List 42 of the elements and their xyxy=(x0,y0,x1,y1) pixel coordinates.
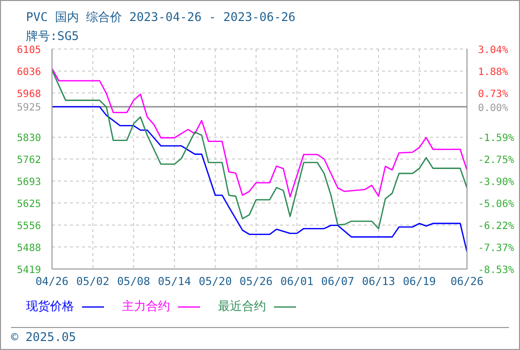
y-tick-label: 5830 xyxy=(16,133,41,144)
x-tick-label: 06/01 xyxy=(280,274,314,288)
chart-title: PVC 国内 综合价 2023-04-26 - 2023-06-26 xyxy=(26,9,296,26)
y-tick-label: 5968 xyxy=(16,88,41,100)
y2-tick-label: 3.04% xyxy=(478,45,508,56)
line-series xyxy=(52,106,467,253)
y2-tick-label: -1.59% xyxy=(478,133,514,144)
y-tick-label: 5419 xyxy=(16,265,41,276)
x-tick-label: 05/26 xyxy=(240,274,273,288)
x-tick-label: 05/02 xyxy=(76,274,110,288)
y2-tick-label: -6.22% xyxy=(478,221,514,232)
legend-label: 现货价格 xyxy=(26,298,74,315)
y2-tick-label: -7.37% xyxy=(478,242,514,254)
y2-tick-label: -8.53% xyxy=(478,265,514,276)
y-tick-label: 5556 xyxy=(16,221,41,232)
x-tick-label: 06/26 xyxy=(450,274,484,288)
y-tick-label: 5762 xyxy=(16,155,41,166)
x-tick-label: 05/20 xyxy=(198,274,232,288)
y-tick-label: 5925 xyxy=(16,102,41,114)
x-tick-label: 04/26 xyxy=(35,274,69,288)
line-series xyxy=(52,68,467,198)
chart-subtitle: 牌号:SG5 xyxy=(26,28,79,45)
y2-tick-label: 0.73% xyxy=(478,88,508,100)
line-series xyxy=(52,70,467,230)
y-tick-label: 5488 xyxy=(16,242,41,254)
x-tick-label: 06/13 xyxy=(362,274,396,288)
y2-tick-label: -2.75% xyxy=(478,155,514,166)
y2-tick-label: -3.90% xyxy=(478,176,514,188)
text: © 2025.05 xyxy=(11,330,76,344)
x-tick-label: 05/14 xyxy=(158,274,192,288)
y-tick-label: 5625 xyxy=(16,198,41,210)
y2-tick-label: -5.06% xyxy=(478,199,514,210)
y2-tick-label: 1.88% xyxy=(478,67,508,78)
y-tick-label: 6036 xyxy=(16,67,41,78)
y-tick-label: 6105 xyxy=(16,45,41,56)
x-tick-label: 05/08 xyxy=(117,274,150,288)
x-tick-label: 06/19 xyxy=(402,274,436,288)
legend-label: 主力合约 xyxy=(122,298,170,315)
y-tick-label: 5693 xyxy=(16,177,41,188)
x-tick-label: 06/07 xyxy=(321,274,354,288)
y2-tick-label: 0.00% xyxy=(478,102,508,114)
legend-label: 最近合约 xyxy=(218,298,266,315)
